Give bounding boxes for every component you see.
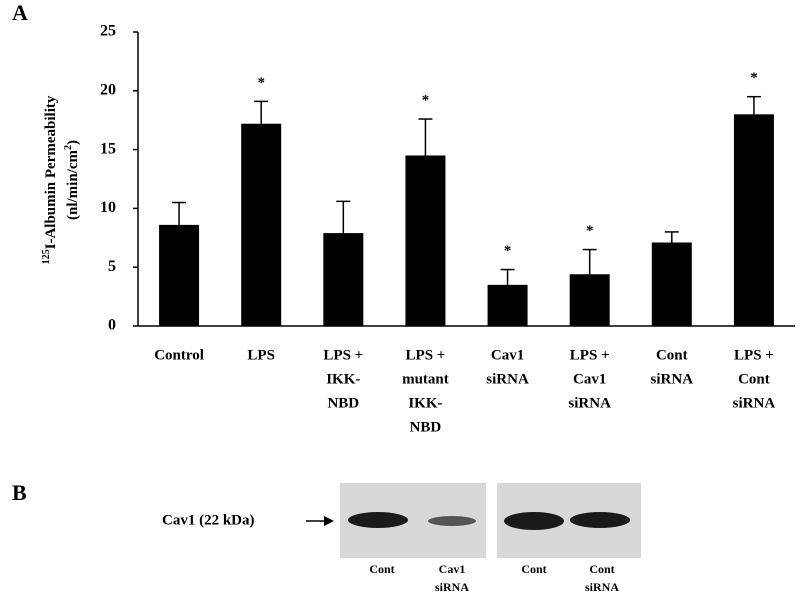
x-tick-label: Cav1 [573,371,606,387]
x-tick-label: siRNA [568,395,611,411]
x-tick-label: siRNA [733,395,776,411]
x-tick-label: LPS + [406,347,446,363]
y-tick-label: 20 [100,81,116,98]
panel-label: B [12,480,27,505]
bar [487,284,528,326]
y-axis-unit-sup: 2 [63,145,74,150]
x-tick-label: Cav1 [491,347,524,363]
blot-lane-label: Cont [369,562,394,576]
x-tick-label: LPS + [323,347,363,363]
y-tick-label: 0 [108,317,116,334]
panel-label: A [12,0,28,25]
error-bar [664,231,679,243]
blot-band [570,512,630,528]
blot-marker-label: Cav1 (22 kDa) [162,512,255,528]
bar [405,155,446,326]
x-tick-label: NBD [410,419,442,435]
blot-band [428,516,476,526]
arrow-head [324,516,334,526]
blot-band [348,512,408,528]
y-axis-unit-end: ) [65,140,81,145]
error-bar [500,268,515,285]
x-tick-label: siRNA [651,371,694,387]
bar [733,114,774,326]
blot-lane-label: Cav1 [439,562,466,576]
y-tick-label: 15 [100,140,116,157]
bar [159,224,200,326]
blot-lane-label: siRNA [435,580,469,594]
x-tick-label: Control [154,347,204,363]
error-bar [746,95,761,115]
x-tick-label: LPS [247,347,275,363]
bar [651,242,692,326]
x-tick-label: LPS + [570,347,610,363]
y-axis-label-sup: 125 [41,249,52,264]
x-tick-label: IKK- [408,395,442,411]
blot-lane-label: Cont [589,562,614,576]
significance-marker: * [257,75,265,91]
blot-band [504,512,564,530]
y-tick-label: 5 [108,258,116,275]
x-tick-label: Cont [738,371,770,387]
y-axis-label-text: I-Albumin Permeability [43,95,59,249]
bar [569,274,610,326]
significance-marker: * [422,92,430,108]
y-axis-label: 125I-Albumin Permeability [41,95,59,264]
blot-lane-label: siRNA [585,580,619,594]
x-tick-label: LPS + [734,347,774,363]
blot-lane-label: Cont [521,562,546,576]
error-bar [418,118,433,156]
x-tick-label: Cont [656,347,688,363]
bar [323,233,364,326]
significance-marker: * [504,243,512,259]
y-axis-unit: (nl/min/cm2) [63,140,81,220]
y-tick-label: 10 [100,199,116,216]
error-bar [336,200,351,234]
x-tick-label: mutant [402,371,449,387]
error-bar [582,248,597,275]
error-bar [172,201,187,225]
significance-marker: * [750,70,758,86]
error-bar [254,100,269,124]
y-axis-unit-text: (nl/min/cm [65,149,81,220]
x-tick-label: siRNA [486,371,529,387]
x-tick-label: IKK- [326,371,360,387]
significance-marker: * [586,223,594,239]
bar [241,123,282,326]
x-tick-label: NBD [327,395,359,411]
y-tick-label: 25 [100,23,116,40]
